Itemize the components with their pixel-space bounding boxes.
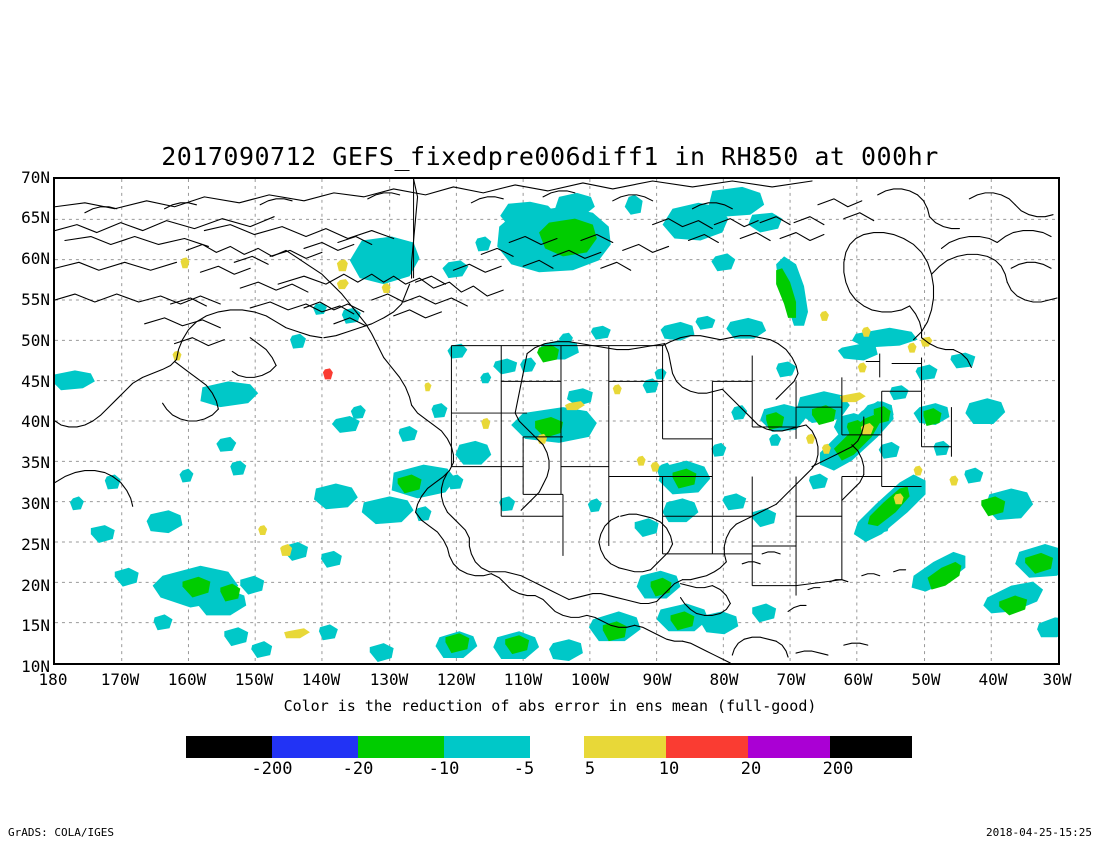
y-tick-label: 40N [21, 412, 50, 431]
anomaly-fields [55, 186, 1058, 663]
y-axis-labels: 70N 65N 60N 55N 50N 45N 40N 35N 30N 25N … [0, 0, 50, 850]
colorbar-swatch-pos-10 [666, 736, 748, 758]
x-tick-label: 140W [301, 670, 341, 689]
x-tick-label: 60W [843, 670, 873, 689]
x-tick-label: 50W [911, 670, 941, 689]
colorbar-swatch-neg-20 [272, 736, 358, 758]
colorbar-swatch-neg-5 [444, 736, 530, 758]
footer-attribution: GrADS: COLA/IGES [8, 826, 114, 839]
coastlines [55, 179, 1058, 663]
colorbar-label-pos-10: 10 [658, 759, 680, 779]
colorbar-swatch-pos-20 [748, 736, 830, 758]
y-tick-label: 45N [21, 372, 50, 391]
colorbar-swatch-neg-200 [186, 736, 272, 758]
x-tick-label: 80W [709, 670, 739, 689]
colorbar-swatch-pos-5 [584, 736, 666, 758]
colorbar-label-pos-5: 5 [584, 759, 596, 779]
y-tick-label: 25N [21, 535, 50, 554]
y-tick-label: 20N [21, 576, 50, 595]
x-tick-label: 180 [38, 670, 68, 689]
y-tick-label: 50N [21, 331, 50, 350]
y-tick-label: 15N [21, 616, 50, 635]
x-tick-label: 160W [167, 670, 207, 689]
map-canvas [55, 179, 1058, 663]
x-tick-label: 70W [776, 670, 806, 689]
x-tick-label: 120W [436, 670, 476, 689]
colorbar-negative [186, 736, 530, 758]
colorbar-swatch-neg-10 [358, 736, 444, 758]
plot-caption: Color is the reduction of abs error in e… [283, 697, 817, 715]
y-tick-label: 65N [21, 208, 50, 227]
map-plot-area[interactable] [53, 177, 1060, 665]
y-tick-label: 30N [21, 494, 50, 513]
colorbar-swatch-pos-200 [830, 736, 912, 758]
footer-timestamp: 2018-04-25-15:25 [986, 826, 1092, 839]
colorbar-positive [584, 736, 912, 758]
anomaly-red [322, 368, 333, 380]
colorbar-label-neg-200: -200 [251, 759, 293, 779]
state-borders [413, 179, 952, 596]
x-tick-label: 100W [570, 670, 610, 689]
x-tick-label: 40W [978, 670, 1008, 689]
y-tick-label: 55N [21, 290, 50, 309]
x-tick-label: 90W [642, 670, 672, 689]
x-tick-label: 150W [234, 670, 274, 689]
colorbar-label-pos-200: 200 [822, 759, 854, 779]
y-tick-label: 10N [21, 657, 50, 676]
x-tick-label: 30W [1042, 670, 1072, 689]
colorbar-label-neg-20: -20 [342, 759, 374, 779]
colorbar-label-neg-5: -5 [513, 759, 535, 779]
anomaly-yellow [172, 257, 959, 639]
y-tick-label: 35N [21, 453, 50, 472]
y-tick-label: 70N [21, 168, 50, 187]
colorbar-label-pos-20: 20 [740, 759, 762, 779]
x-tick-label: 170W [100, 670, 140, 689]
colorbar-label-neg-10: -10 [428, 759, 460, 779]
page-title: 2017090712 GEFS_fixedpre006diff1 in RH85… [161, 142, 939, 171]
y-tick-label: 60N [21, 249, 50, 268]
x-tick-label: 110W [503, 670, 543, 689]
x-tick-label: 130W [369, 670, 409, 689]
